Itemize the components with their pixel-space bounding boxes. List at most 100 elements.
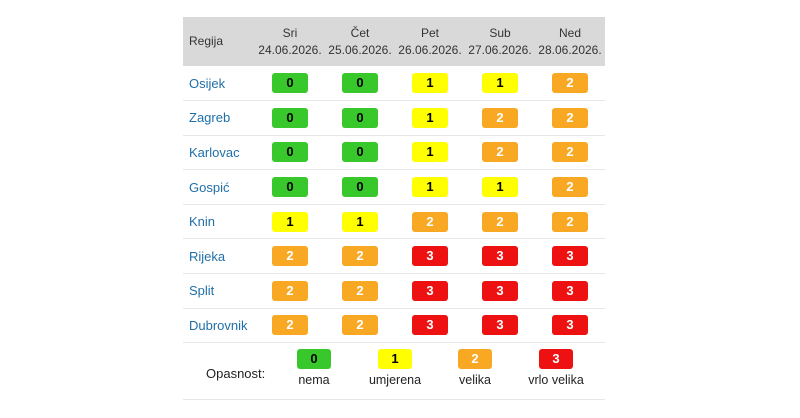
table-row: Knin 1 1 2 2 2 — [183, 204, 605, 239]
forecast-cell: 3 — [535, 308, 605, 343]
forecast-cell: 1 — [255, 204, 325, 239]
legend-text: vrlo velika — [528, 373, 584, 388]
legend-item: 3 vrlo velika — [511, 349, 601, 387]
forecast-cell: 3 — [465, 239, 535, 274]
level-badge: 3 — [412, 315, 448, 336]
level-badge: 0 — [272, 73, 308, 94]
level-badge: 2 — [272, 315, 308, 336]
region-link[interactable]: Dubrovnik — [189, 317, 248, 333]
forecast-cell: 1 — [395, 66, 465, 101]
level-badge: 2 — [552, 73, 588, 94]
forecast-cell: 2 — [465, 101, 535, 136]
level-badge: 3 — [482, 246, 518, 267]
level-badge: 3 — [412, 246, 448, 267]
region-link[interactable]: Rijeka — [189, 248, 226, 264]
level-badge: 1 — [412, 177, 448, 198]
day-name: Čet — [350, 25, 370, 40]
level-badge: 3 — [552, 246, 588, 267]
level-badge: 1 — [412, 107, 448, 128]
danger-legend: Opasnost: 0 nema 1 umjerena 2 velika 3 v… — [183, 343, 605, 401]
forecast-cell: 2 — [325, 274, 395, 309]
level-badge: 0 — [297, 349, 331, 370]
day-name: Ned — [558, 25, 581, 40]
level-badge: 2 — [552, 211, 588, 232]
day-date: 24.06.2026. — [258, 42, 322, 57]
level-badge: 2 — [482, 211, 518, 232]
level-badge: 0 — [272, 142, 308, 163]
legend-text: nema — [298, 373, 330, 388]
legend-label: Opasnost: — [206, 366, 266, 382]
level-badge: 2 — [482, 107, 518, 128]
level-badge: 0 — [272, 177, 308, 198]
day-date: 26.06.2026. — [398, 42, 462, 57]
forecast-cell: 3 — [535, 274, 605, 309]
region-link[interactable]: Gospić — [189, 179, 230, 195]
forecast-cell: 0 — [255, 101, 325, 136]
forecast-cell: 1 — [395, 101, 465, 136]
fire-danger-forecast: Regija Sri 24.06.2026. Čet 25.06.2026. P… — [183, 17, 605, 401]
forecast-table-body: Osijek 0 0 1 1 2 Zagreb 0 0 1 2 2 Karlovac 0 0 1 2 2 Gospi… — [183, 66, 605, 343]
day-column-header: Ned 28.06.2026. — [535, 17, 605, 66]
level-badge: 2 — [458, 349, 492, 370]
region-link[interactable]: Zagreb — [189, 110, 231, 126]
forecast-cell: 3 — [395, 274, 465, 309]
level-badge: 3 — [412, 280, 448, 301]
forecast-cell: 2 — [395, 204, 465, 239]
level-badge: 1 — [378, 349, 412, 370]
level-badge: 1 — [482, 73, 518, 94]
forecast-cell: 1 — [395, 135, 465, 170]
table-row: Gospić 0 0 1 1 2 — [183, 170, 605, 205]
forecast-cell: 2 — [535, 101, 605, 136]
level-badge: 1 — [412, 73, 448, 94]
forecast-cell: 2 — [535, 135, 605, 170]
table-row: Rijeka 2 2 3 3 3 — [183, 239, 605, 274]
forecast-cell: 2 — [255, 274, 325, 309]
forecast-cell: 1 — [325, 204, 395, 239]
legend-item: 2 velika — [430, 349, 520, 387]
forecast-cell: 2 — [325, 308, 395, 343]
forecast-cell: 2 — [535, 66, 605, 101]
forecast-table: Regija Sri 24.06.2026. Čet 25.06.2026. P… — [183, 17, 605, 343]
day-column-header: Čet 25.06.2026. — [325, 17, 395, 66]
level-badge: 2 — [272, 246, 308, 267]
level-badge: 2 — [272, 280, 308, 301]
level-badge: 0 — [342, 107, 378, 128]
level-badge: 2 — [552, 142, 588, 163]
forecast-cell: 0 — [325, 101, 395, 136]
table-header-row: Regija Sri 24.06.2026. Čet 25.06.2026. P… — [183, 17, 605, 66]
region-link[interactable]: Karlovac — [189, 144, 240, 160]
day-date: 25.06.2026. — [328, 42, 392, 57]
table-row: Osijek 0 0 1 1 2 — [183, 66, 605, 101]
level-badge: 0 — [342, 177, 378, 198]
forecast-cell: 3 — [395, 308, 465, 343]
day-name: Sub — [489, 25, 511, 40]
forecast-cell: 2 — [255, 308, 325, 343]
level-badge: 3 — [552, 280, 588, 301]
level-badge: 0 — [342, 73, 378, 94]
table-row: Dubrovnik 2 2 3 3 3 — [183, 308, 605, 343]
level-badge: 2 — [342, 315, 378, 336]
forecast-cell: 2 — [465, 135, 535, 170]
forecast-cell: 0 — [325, 135, 395, 170]
forecast-cell: 0 — [255, 170, 325, 205]
day-column-header: Pet 26.06.2026. — [395, 17, 465, 66]
region-link[interactable]: Knin — [189, 214, 216, 230]
level-badge: 0 — [342, 142, 378, 163]
legend-item: 1 umjerena — [350, 349, 440, 387]
region-link[interactable]: Split — [189, 283, 215, 299]
level-badge: 2 — [482, 142, 518, 163]
forecast-cell: 1 — [395, 170, 465, 205]
level-badge: 1 — [342, 211, 378, 232]
level-badge: 3 — [539, 349, 573, 370]
legend-text: velika — [459, 373, 491, 388]
day-date: 28.06.2026. — [538, 42, 602, 57]
forecast-cell: 0 — [255, 66, 325, 101]
level-badge: 3 — [482, 315, 518, 336]
level-badge: 2 — [552, 107, 588, 128]
level-badge: 0 — [272, 107, 308, 128]
forecast-cell: 2 — [535, 170, 605, 205]
region-link[interactable]: Osijek — [189, 75, 226, 91]
forecast-cell: 0 — [255, 135, 325, 170]
level-badge: 3 — [552, 315, 588, 336]
day-column-header: Sri 24.06.2026. — [255, 17, 325, 66]
